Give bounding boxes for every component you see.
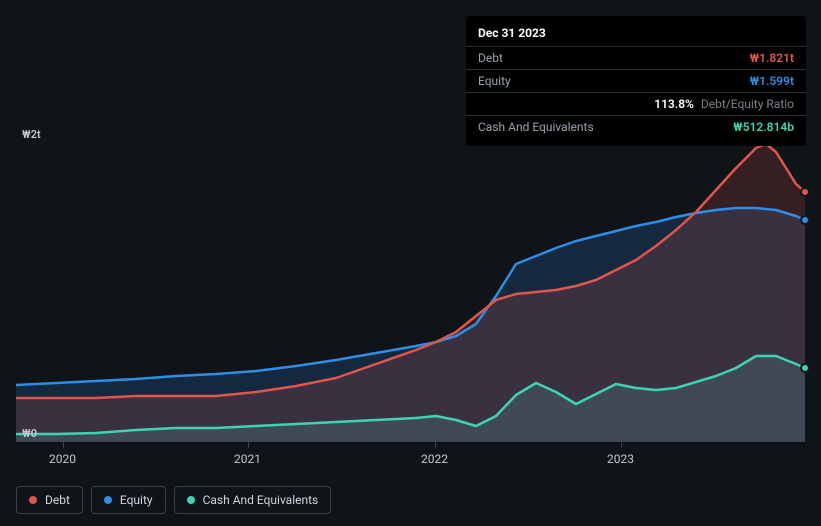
legend-dot-icon (187, 496, 195, 504)
legend-dot-icon (29, 496, 37, 504)
area-chart-svg (16, 120, 805, 442)
x-axis-tick (63, 442, 64, 448)
series-end-marker (800, 363, 810, 373)
x-axis-label: 2023 (607, 452, 634, 466)
tooltip-label: Debt (478, 51, 503, 65)
tooltip-value: ₩1.821t (750, 51, 794, 65)
chart-tooltip: Dec 31 2023 Debt ₩1.821t Equity ₩1.599t 113.… (466, 16, 806, 146)
legend-item-debt[interactable]: Debt (16, 486, 83, 514)
tooltip-label: Equity (478, 74, 511, 88)
legend-item-equity[interactable]: Equity (91, 486, 166, 514)
series-end-marker (800, 187, 810, 197)
chart-area (16, 120, 805, 450)
tooltip-row: Cash And Equivalents ₩512.814b (466, 115, 806, 138)
legend-item-cash-and-equivalents[interactable]: Cash And Equivalents (174, 486, 332, 514)
legend-label: Equity (120, 493, 153, 507)
tooltip-row: Debt ₩1.821t (466, 46, 806, 69)
series-end-marker (800, 215, 810, 225)
x-axis-label: 2021 (234, 452, 261, 466)
chart-legend: Debt Equity Cash And Equivalents (16, 486, 331, 514)
y-axis-label: ₩0 (22, 427, 37, 440)
tooltip-row: Equity ₩1.599t (466, 69, 806, 92)
x-axis-label: 2022 (421, 452, 448, 466)
legend-label: Cash And Equivalents (203, 493, 319, 507)
x-axis-tick (248, 442, 249, 448)
x-axis-tick (435, 442, 436, 448)
tooltip-label: Cash And Equivalents (478, 120, 594, 134)
tooltip-extra: Debt/Equity Ratio (698, 97, 794, 111)
legend-dot-icon (104, 496, 112, 504)
y-axis-label: ₩2t (22, 128, 41, 141)
x-axis-label: 2020 (49, 452, 76, 466)
tooltip-title: Dec 31 2023 (466, 24, 806, 46)
tooltip-value: ₩1.599t (750, 74, 794, 88)
tooltip-value: 113.8% Debt/Equity Ratio (654, 97, 794, 111)
x-axis-tick (621, 442, 622, 448)
legend-label: Debt (45, 493, 70, 507)
tooltip-value: ₩512.814b (733, 120, 794, 134)
tooltip-row: 113.8% Debt/Equity Ratio (466, 92, 806, 115)
